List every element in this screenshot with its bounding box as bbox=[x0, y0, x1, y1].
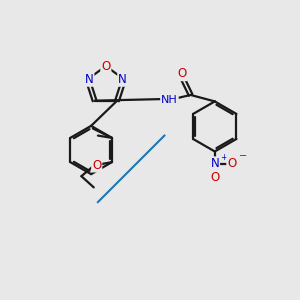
Text: +: + bbox=[220, 153, 227, 162]
Text: O: O bbox=[101, 60, 110, 73]
Text: O: O bbox=[210, 172, 219, 184]
Text: O: O bbox=[227, 157, 236, 170]
Text: N: N bbox=[118, 73, 127, 86]
Text: O: O bbox=[92, 158, 101, 172]
Text: O: O bbox=[177, 67, 186, 80]
Text: N: N bbox=[210, 157, 219, 170]
Text: N: N bbox=[85, 73, 94, 86]
Text: −: − bbox=[239, 152, 247, 161]
Text: NH: NH bbox=[161, 95, 178, 105]
